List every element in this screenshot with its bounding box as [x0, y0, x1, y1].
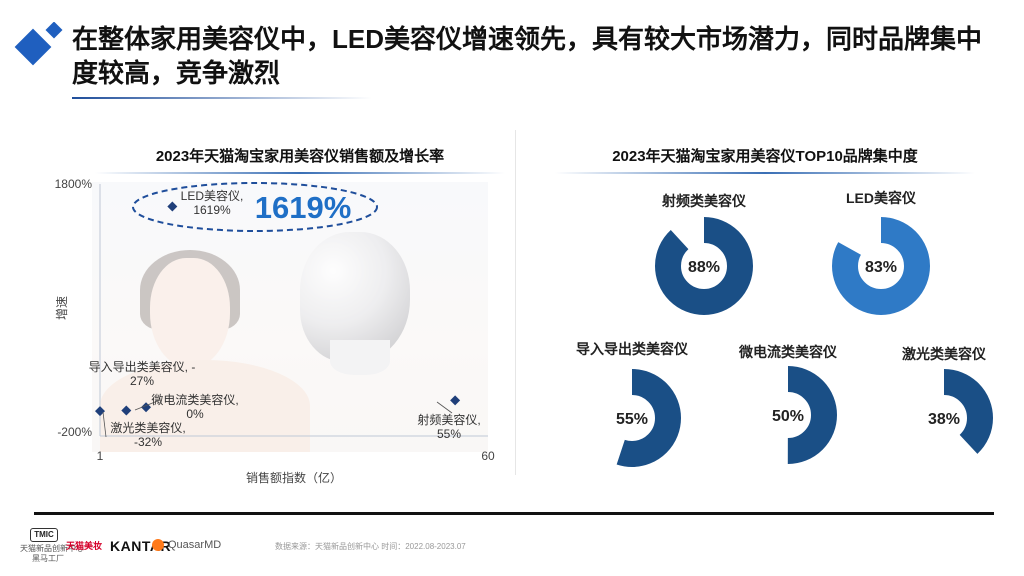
donut-chart-title: 2023年天猫淘宝家用美容仪TOP10品牌集中度	[612, 148, 918, 165]
x-tick-label: 60	[481, 449, 495, 463]
scatter-point-label: 55%	[437, 427, 461, 441]
donut-category-label: 激光类美容仪	[902, 346, 987, 362]
tmic-logo: TMIC	[30, 528, 58, 542]
highlight-ellipse	[132, 182, 378, 232]
scatter-point-label: 射频美容仪,	[417, 412, 480, 427]
scatter-point	[121, 405, 132, 416]
quasar-logo: QuasarMD	[168, 539, 222, 551]
scatter-point-label: 27%	[130, 374, 154, 388]
data-source-note: 数据来源：天猫新品创新中心 时间：2022.08-2023.07	[275, 542, 466, 551]
photo-mask-stand	[330, 340, 390, 375]
donut-value-label: 38%	[928, 411, 960, 428]
photo-model-shoulder	[100, 360, 310, 452]
tmall-beauty-logo: 天猫美妆	[66, 541, 103, 551]
scatter-point-label: 激光类美容仪,	[110, 420, 185, 435]
donut-ring	[832, 217, 930, 315]
scatter-title-rule	[95, 172, 505, 174]
scatter-point	[450, 395, 461, 406]
y-tick-label: -200%	[57, 425, 92, 439]
y-tick-label: 1800%	[55, 177, 93, 191]
donut-category-label: 射频类美容仪	[661, 193, 747, 209]
photo-model-face	[150, 258, 230, 368]
scatter-point	[167, 201, 178, 212]
donut-category-label: LED美容仪	[846, 190, 917, 206]
donut-ring	[655, 217, 753, 315]
label-leader-line	[436, 401, 453, 414]
page-title: 在整体家用美容仪中，LED美容仪增速领先，具有较大市场潜力，同时品牌集中度较高，…	[72, 24, 983, 88]
donut-value-label: 88%	[688, 259, 720, 276]
scatter-point-label: 导入导出类美容仪, -	[89, 359, 196, 374]
quasar-dot-icon	[152, 539, 164, 551]
tmic-subtext: 黑马工厂	[32, 554, 64, 563]
photo-white-veil	[92, 182, 488, 452]
highlight-value: 1619%	[255, 190, 352, 225]
footer-rule	[34, 512, 994, 515]
scatter-point	[95, 406, 105, 417]
scatter-point-label: LED美容仪,	[181, 188, 244, 203]
donut-value-label: 55%	[616, 411, 648, 428]
panel-divider	[515, 130, 516, 475]
donut-value-label: 50%	[772, 408, 804, 425]
scatter-point-label: 1619%	[193, 203, 231, 217]
label-leader-line	[134, 399, 161, 411]
donut-ring	[739, 366, 837, 464]
x-axis-label: 销售额指数（亿）	[246, 470, 342, 485]
donut-ring	[895, 369, 993, 467]
scatter-chart-title: 2023年天猫淘宝家用美容仪销售额及增长率	[155, 148, 445, 165]
donut-title-rule	[555, 172, 975, 174]
donut-ring	[583, 369, 681, 467]
scatter-point-label: -32%	[134, 435, 162, 449]
donut-category-label: 导入导出类美容仪	[576, 341, 689, 357]
label-leader-line	[102, 411, 107, 438]
scatter-point-label: 微电流类美容仪,	[151, 392, 238, 407]
scatter-point-label: 0%	[186, 407, 204, 421]
title-underline	[72, 97, 372, 99]
y-axis-label: 增速	[55, 296, 69, 320]
donut-category-label: 微电流类美容仪	[738, 344, 838, 360]
donut-value-label: 83%	[865, 259, 897, 276]
x-tick-label: 1	[97, 449, 104, 463]
logo-diamond-icon	[14, 22, 63, 66]
tmic-text: 天猫新品创新中心	[20, 544, 84, 553]
